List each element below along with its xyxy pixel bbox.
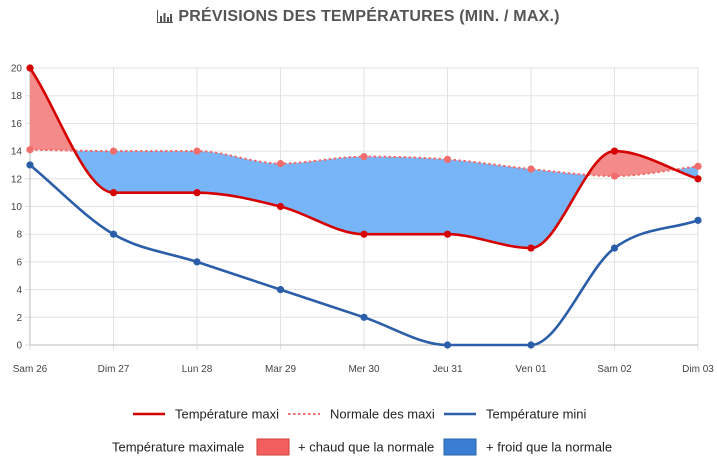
y-tick-label: 8 [16,230,22,241]
y-tick-label: 0 [16,341,22,352]
legend-warmer-swatch [256,438,290,456]
x-tick-label: Lun 28 [182,364,213,375]
legend: Température maxi Normale des maxi Températ… [112,407,612,456]
normale-maxi-point[interactable] [694,162,702,170]
temperature-mini-point[interactable] [360,313,368,321]
temperature-maxi-point[interactable] [694,175,702,183]
x-tick-label: Dim 27 [98,364,130,375]
temperature-mini-point[interactable] [109,230,118,238]
y-tick-label: 4 [16,285,22,296]
temperature-mini-point[interactable] [193,258,201,266]
normale-maxi-point[interactable] [109,147,118,155]
x-tick-label: Ven 01 [515,364,547,375]
x-tick-label: Sam 26 [13,364,48,375]
y-tick-label: 2 [16,313,22,324]
series-points [26,64,702,349]
legend-warmer[interactable]: + chaud que la normale [256,438,434,456]
legend-warmer-label: + chaud que la normale [298,440,434,455]
y-tick-label: 14 [11,147,23,158]
x-tick-label: Dim 03 [682,364,714,375]
temperature-maxi-point[interactable] [26,64,34,72]
legend-normale-maxi-label: Normale des maxi [330,407,435,422]
colder-than-normal-area [74,150,588,249]
temperature-maxi-point[interactable] [610,147,619,155]
temperature-mini-point[interactable] [443,341,452,349]
y-tick-label: 10 [11,202,23,213]
legend-temperature-mini-label: Température mini [486,407,587,422]
temperature-maxi-point[interactable] [276,202,285,211]
normale-maxi-point[interactable] [610,172,619,180]
legend-temperature-maxi[interactable]: Température maxi [133,407,279,422]
temperature-mini-point[interactable] [26,161,34,169]
normale-maxi-point[interactable] [527,165,535,173]
normale-maxi-point[interactable] [276,159,285,168]
legend-temperature-maxi-label: Température maxi [175,407,279,422]
legend-temperature-mini[interactable]: Température mini [444,407,587,422]
legend-normale-maxi[interactable]: Normale des maxi [288,407,435,422]
temperature-mini-point[interactable] [694,216,702,224]
legend-colder[interactable]: + froid que la normale [443,438,612,456]
y-tick-label: 18 [11,91,23,102]
tick-labels: 0 2 4 6 8 10 12 14 16 18 20 Sam 26 Dim 27 Lun 28 Mar 2… [11,64,714,376]
temperature-mini-point[interactable] [610,244,619,252]
temperature-mini-point[interactable] [276,286,285,294]
temperature-maxi-point[interactable] [443,230,452,238]
legend-colder-label: + froid que la normale [486,440,612,455]
normale-maxi-point[interactable] [443,155,452,164]
normale-maxi-point[interactable] [26,146,34,154]
temperature-maxi-point[interactable] [109,189,118,197]
y-tick-label: 20 [11,64,23,75]
chart-title: PRÉVISIONS DES TEMPÉRATURES (MIN. / MAX.… [178,8,560,25]
legend-fill-title: Température maximale [112,440,244,455]
x-tick-label: Mar 29 [265,364,297,375]
temperature-maxi-point[interactable] [193,189,201,197]
y-tick-label: 6 [16,257,22,268]
legend-colder-swatch [443,438,477,456]
x-tick-label: Mer 30 [348,364,380,375]
temperature-maxi-point[interactable] [360,230,368,238]
x-tick-label: Sam 02 [597,364,632,375]
normale-maxi-point[interactable] [360,153,368,161]
y-tick-label: 16 [11,119,23,130]
warmer-than-normal-area [587,151,675,177]
temperature-mini-point[interactable] [527,341,535,349]
bar-chart-icon [157,10,174,23]
x-tick-label: Jeu 31 [432,364,462,375]
normale-maxi-point[interactable] [193,147,201,155]
chart-title-wrap: PRÉVISIONS DES TEMPÉRATURES (MIN. / MAX.… [0,8,717,26]
y-tick-label: 12 [11,174,23,185]
temperature-maxi-point[interactable] [527,244,535,252]
